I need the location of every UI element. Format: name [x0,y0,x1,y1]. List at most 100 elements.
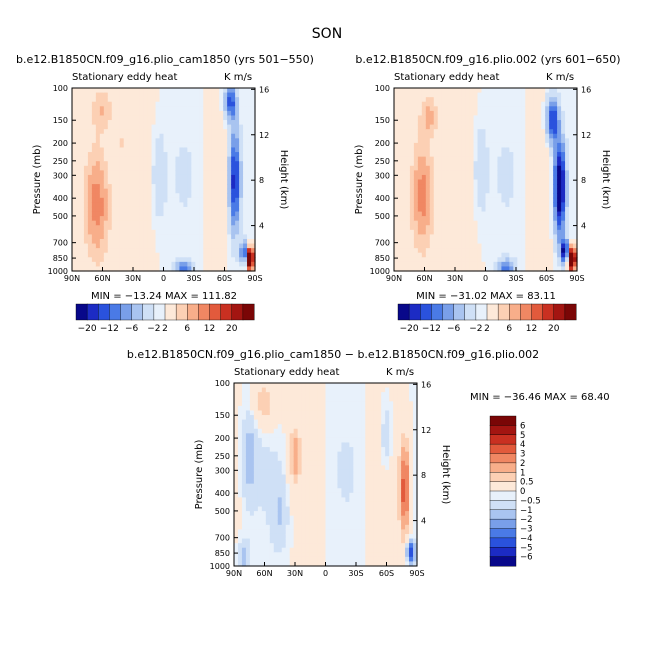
contour-cell [402,184,407,189]
contour-cell [517,189,522,194]
contour-cell [557,161,562,166]
contour-cell [203,244,208,249]
contour-cell [525,97,530,102]
contour-cell [234,548,239,553]
contour-cell [541,234,546,239]
contour-cell [426,212,431,217]
contour-cell [533,147,538,152]
contour-cell [270,470,275,475]
contour-cell [545,207,550,212]
contour-cell [104,239,109,244]
contour-cell [76,170,81,175]
contour-cell [525,253,530,258]
contour-cell [525,244,530,249]
contour-cell [422,216,427,221]
contour-cell [286,410,291,415]
contour-cell [406,248,411,253]
contour-cell [438,157,443,162]
contour-cell [525,184,530,189]
contour-cell [164,115,169,120]
contour-cell [274,397,279,402]
contour-cell [195,248,200,253]
contour-cell [337,383,342,388]
contour-cell [282,534,287,539]
contour-cell [234,438,239,443]
contour-cell [438,257,443,262]
contour-cell [466,202,471,207]
contour-cell [529,88,534,93]
contour-cell [243,248,248,253]
contour-cell [430,248,435,253]
contour-cell [254,516,259,521]
contour-cell [426,221,431,226]
contour-cell [446,216,451,221]
contour-cell [156,170,161,175]
contour-cell [247,88,252,93]
contour-cell [88,93,93,98]
contour-cell [179,111,184,116]
contour-cell [239,180,244,185]
contour-cell [88,134,93,139]
contour-cell [426,180,431,185]
contour-cell [104,225,109,230]
contour-cell [478,97,483,102]
contour-cell [258,470,263,475]
contour-cell [239,102,244,107]
contour-cell [501,198,506,203]
contour-cell [152,244,157,249]
contour-cell [333,401,338,406]
contour-cell [104,152,109,157]
contour-cell [569,193,574,198]
contour-cell [92,257,97,262]
contour-cell [298,392,303,397]
contour-cell [100,202,105,207]
contour-cell [278,438,283,443]
contour-cell [72,239,77,244]
contour-cell [92,161,97,166]
contour-cell [406,115,411,120]
contour-cell [140,88,145,93]
contour-cell [549,97,554,102]
contour-cell [489,193,494,198]
contour-cell [298,497,303,502]
contour-cell [505,152,510,157]
contour-cell [438,202,443,207]
contour-cell [199,106,204,111]
contour-cell [96,244,101,249]
contour-cell [100,106,105,111]
contour-cell [171,207,176,212]
contour-cell [266,520,271,525]
contour-cell [223,216,228,221]
contour-cell [104,143,109,148]
contour-cell [76,97,81,102]
contour-cell [266,456,271,461]
contour-cell [565,175,570,180]
contour-cell [290,493,295,498]
contour-cell [262,465,267,470]
contour-cell [219,234,224,239]
contour-cell [422,257,427,262]
contour-cell [132,202,137,207]
contour-cell [116,161,121,166]
contour-cell [314,497,319,502]
contour-cell [148,152,153,157]
contour-cell [92,221,97,226]
contour-cell [112,257,117,262]
contour-cell [322,484,327,489]
contour-cell [414,143,419,148]
contour-cell [398,230,403,235]
contour-cell [410,115,415,120]
contour-cell [290,461,295,466]
contour-cell [329,401,334,406]
contour-cell [290,442,295,447]
contour-cell [521,120,526,125]
contour-cell [294,465,299,470]
contour-cell [231,198,236,203]
contour-cell [235,180,240,185]
contour-cell [474,97,479,102]
contour-cell [152,202,157,207]
contour-cell [238,543,243,548]
contour-cell [341,465,346,470]
contour-cell [227,166,232,171]
contour-cell [478,93,483,98]
